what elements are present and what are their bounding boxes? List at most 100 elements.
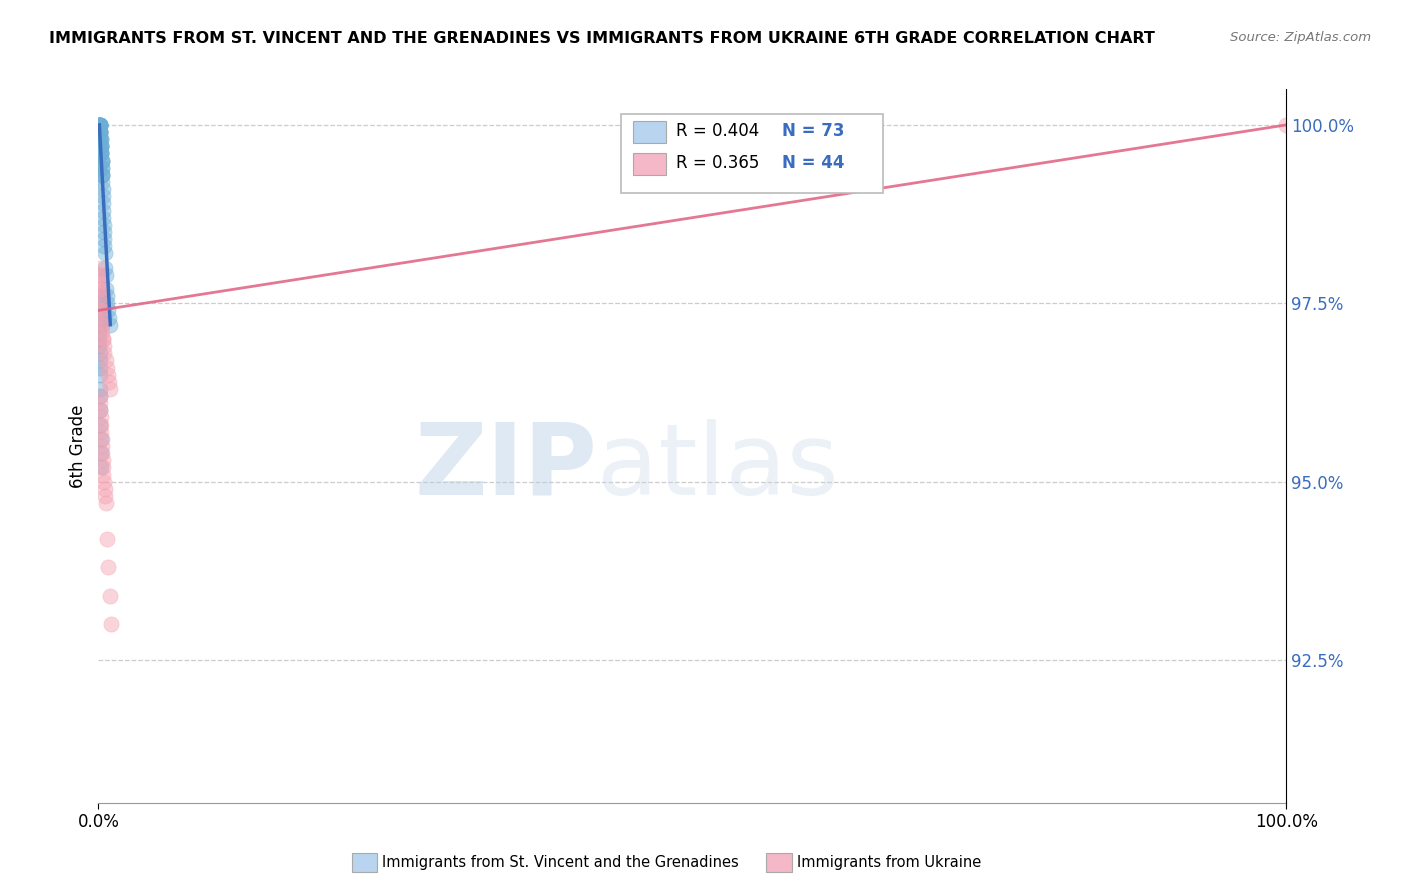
Point	[90, 139, 112, 153]
Point	[89, 339, 111, 353]
Point	[90, 410, 112, 425]
Text: N = 44: N = 44	[782, 154, 844, 172]
Text: Immigrants from St. Vincent and the Grenadines: Immigrants from St. Vincent and the Gren…	[382, 855, 740, 870]
Point	[90, 146, 112, 161]
Point	[91, 332, 114, 346]
Point	[91, 168, 114, 182]
Point	[91, 325, 114, 339]
Point	[89, 118, 111, 132]
Point	[91, 203, 114, 218]
Text: atlas: atlas	[598, 419, 839, 516]
Point	[89, 118, 111, 132]
Point	[94, 268, 117, 282]
Point	[96, 296, 118, 310]
Point	[93, 467, 115, 482]
Point	[89, 282, 111, 296]
Point	[91, 175, 114, 189]
Point	[90, 310, 112, 325]
Text: Immigrants from Ukraine: Immigrants from Ukraine	[797, 855, 981, 870]
Point	[91, 182, 114, 196]
Point	[98, 310, 121, 325]
Point	[90, 303, 112, 318]
Point	[89, 310, 111, 325]
Point	[89, 296, 111, 310]
Point	[90, 146, 112, 161]
Point	[93, 346, 115, 360]
Point	[90, 146, 112, 161]
Point	[91, 211, 114, 225]
Point	[89, 289, 111, 303]
Point	[93, 339, 115, 353]
Point	[93, 246, 115, 260]
Point	[93, 232, 115, 246]
Point	[89, 346, 111, 360]
Point	[89, 389, 111, 403]
Point	[90, 446, 112, 460]
Point	[89, 332, 111, 346]
Point	[91, 161, 114, 175]
Text: R = 0.404: R = 0.404	[676, 122, 759, 140]
Point	[89, 303, 111, 318]
Point	[90, 153, 112, 168]
Point	[91, 196, 114, 211]
Point	[94, 353, 117, 368]
Point	[90, 139, 112, 153]
Point	[89, 125, 111, 139]
Point	[89, 325, 111, 339]
FancyBboxPatch shape	[621, 114, 883, 193]
Point	[89, 417, 111, 432]
Point	[89, 382, 111, 396]
Point	[89, 353, 111, 368]
Point	[1275, 118, 1298, 132]
Point	[98, 382, 121, 396]
Point	[89, 318, 111, 332]
Point	[98, 589, 121, 603]
Point	[89, 118, 111, 132]
Point	[91, 318, 114, 332]
Point	[91, 332, 114, 346]
Point	[91, 168, 114, 182]
Text: R = 0.365: R = 0.365	[676, 154, 759, 172]
Y-axis label: 6th Grade: 6th Grade	[69, 404, 87, 488]
Point	[98, 318, 121, 332]
Point	[93, 475, 115, 489]
Point	[90, 432, 112, 446]
Point	[89, 403, 111, 417]
Point	[90, 139, 112, 153]
Text: IMMIGRANTS FROM ST. VINCENT AND THE GRENADINES VS IMMIGRANTS FROM UKRAINE 6TH GR: IMMIGRANTS FROM ST. VINCENT AND THE GREN…	[49, 31, 1156, 46]
Point	[90, 161, 112, 175]
FancyBboxPatch shape	[633, 121, 666, 143]
Point	[91, 168, 114, 182]
Point	[89, 132, 111, 146]
Point	[94, 282, 117, 296]
Point	[96, 360, 118, 375]
Point	[94, 489, 117, 503]
Point	[89, 389, 111, 403]
Point	[94, 496, 117, 510]
Point	[90, 439, 112, 453]
Point	[90, 139, 112, 153]
Point	[97, 368, 120, 382]
Point	[94, 260, 117, 275]
Point	[89, 118, 111, 132]
Point	[93, 218, 115, 232]
Text: ZIP: ZIP	[415, 419, 598, 516]
Point	[89, 396, 111, 410]
Point	[96, 532, 118, 546]
Point	[89, 268, 111, 282]
Point	[97, 560, 120, 574]
Point	[90, 425, 112, 439]
Point	[89, 118, 111, 132]
Point	[93, 482, 115, 496]
Point	[90, 318, 112, 332]
Point	[91, 189, 114, 203]
Point	[89, 118, 111, 132]
Point	[89, 275, 111, 289]
Point	[89, 118, 111, 132]
Point	[100, 617, 122, 632]
Point	[89, 368, 111, 382]
Point	[89, 403, 111, 417]
Point	[91, 460, 114, 475]
Point	[97, 303, 120, 318]
Point	[90, 146, 112, 161]
